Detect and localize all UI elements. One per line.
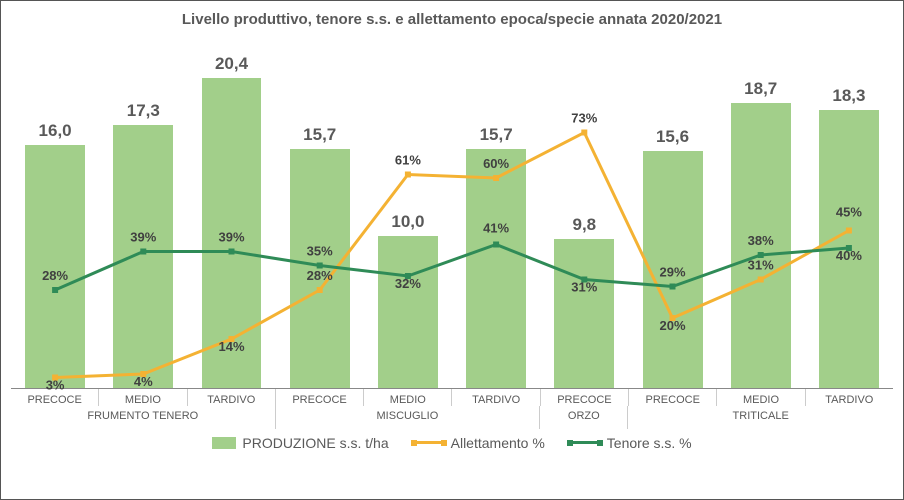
x-axis-epoca: PRECOCEMEDIOTARDIVOPRECOCEMEDIOTARDIVOPR…: [11, 388, 893, 406]
bar: [731, 103, 791, 388]
bar-value-label: 18,7: [717, 79, 805, 99]
legend-swatch-line: [569, 441, 601, 444]
x-tick-epoca: TARDIVO: [452, 389, 540, 406]
bar-value-label: 15,7: [452, 125, 540, 145]
x-tick-epoca: PRECOCE: [541, 389, 629, 406]
legend-label: Allettamento %: [451, 435, 545, 451]
x-tick-epoca: PRECOCE: [276, 389, 364, 406]
bar-value-label: 18,3: [805, 86, 893, 106]
x-tick-epoca: MEDIO: [99, 389, 187, 406]
bar: [554, 239, 614, 388]
x-group-specie: MISCUGLIO: [276, 406, 541, 429]
bar: [290, 149, 350, 388]
bar-value-label: 20,4: [187, 54, 275, 74]
bar-slot: 17,3: [99, 38, 187, 388]
bar: [113, 125, 173, 388]
bar-value-label: 10,0: [364, 212, 452, 232]
x-group-specie: FRUMENTO TENERO: [11, 406, 276, 429]
legend-item: PRODUZIONE s.s. t/ha: [212, 435, 388, 451]
bar-value-label: 15,7: [276, 125, 364, 145]
x-tick-epoca: TARDIVO: [806, 389, 893, 406]
chart-container: Livello produttivo, tenore s.s. e allett…: [0, 0, 904, 500]
bar-slot: 16,0: [11, 38, 99, 388]
bar-slot: 18,3: [805, 38, 893, 388]
bar-value-label: 16,0: [11, 121, 99, 141]
legend-label: PRODUZIONE s.s. t/ha: [242, 435, 388, 451]
x-group-specie: ORZO: [540, 406, 628, 429]
legend-swatch-line: [413, 441, 445, 444]
x-axis-specie: FRUMENTO TENEROMISCUGLIOORZOTRITICALE: [11, 406, 893, 429]
bar-slot: 15,7: [452, 38, 540, 388]
bar-slot: 10,0: [364, 38, 452, 388]
x-group-specie: TRITICALE: [628, 406, 893, 429]
bar: [466, 149, 526, 388]
legend-swatch-box: [212, 437, 236, 449]
x-tick-epoca: PRECOCE: [629, 389, 717, 406]
bar-value-label: 9,8: [540, 215, 628, 235]
bar: [819, 110, 879, 388]
bar: [378, 236, 438, 388]
chart-title: Livello produttivo, tenore s.s. e allett…: [11, 11, 893, 28]
bar: [643, 151, 703, 388]
legend-item: Tenore s.s. %: [569, 435, 692, 451]
bars-row: 16,017,3 20,4 15,7 10,0 15,7 9,8 15,6 18,718,3: [11, 38, 893, 388]
bar-slot: 20,4: [187, 38, 275, 388]
x-tick-epoca: MEDIO: [364, 389, 452, 406]
legend-label: Tenore s.s. %: [607, 435, 692, 451]
bar-slot: 15,6: [628, 38, 716, 388]
x-tick-epoca: TARDIVO: [188, 389, 276, 406]
bar-slot: 9,8: [540, 38, 628, 388]
bar: [25, 145, 85, 388]
legend-item: Allettamento %: [413, 435, 545, 451]
bar-value-label: 17,3: [99, 101, 187, 121]
bar-slot: 15,7: [276, 38, 364, 388]
x-tick-epoca: MEDIO: [717, 389, 805, 406]
plot-area: 16,017,320,415,710,015,79,815,618,718,3 …: [11, 38, 893, 388]
bar-slot: 18,7: [717, 38, 805, 388]
legend: PRODUZIONE s.s. t/ha Allettamento % Tenore…: [11, 435, 893, 451]
bar-value-label: 15,6: [628, 127, 716, 147]
bar: [202, 78, 262, 388]
x-tick-epoca: PRECOCE: [11, 389, 99, 406]
